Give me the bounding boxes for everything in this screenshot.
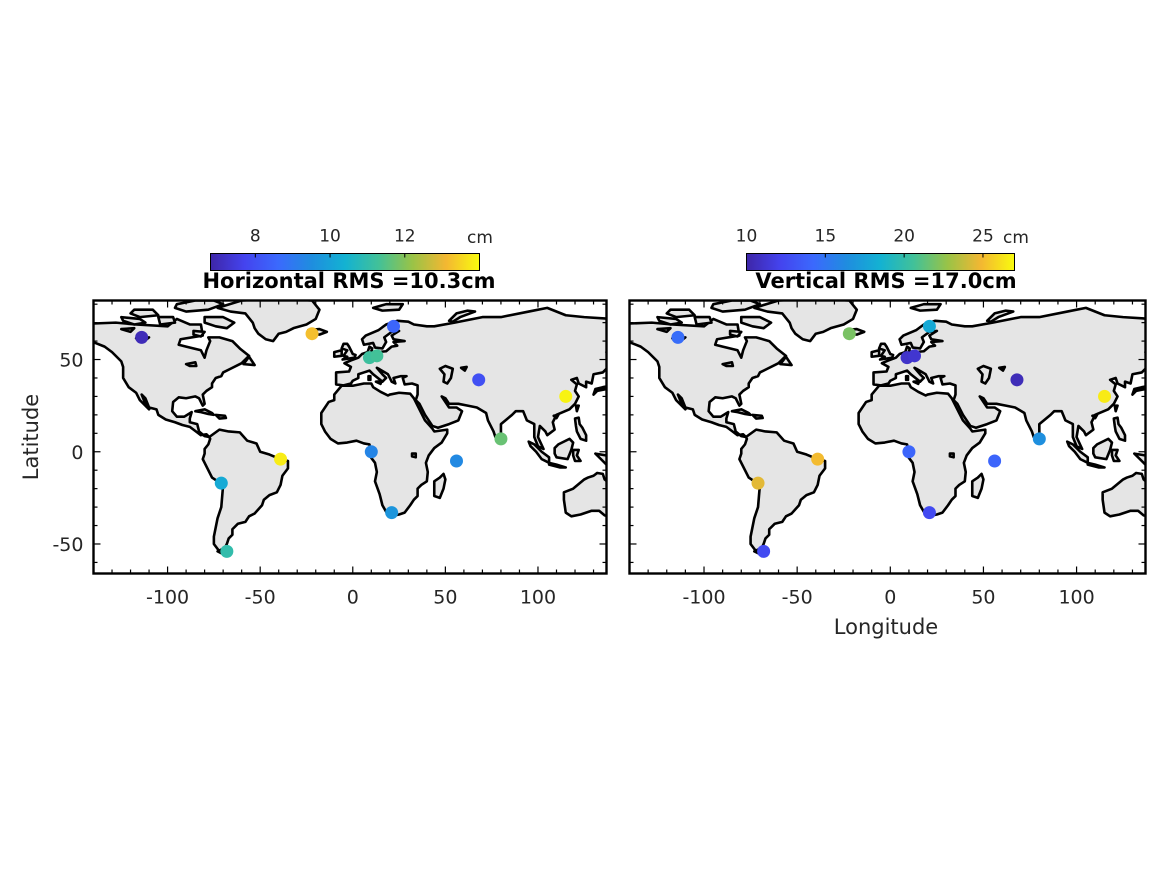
colorbar-tick-label: 15 [815,227,837,247]
right-station-points [671,319,1112,558]
station-point [370,349,384,363]
left-station-points [135,319,573,558]
right-title: Vertical RMS =17.0cm [755,269,1016,293]
station-point [220,544,234,558]
station-point [671,330,685,344]
station-point [1098,389,1112,403]
x-tick-label: 0 [347,587,359,609]
station-point [135,330,149,344]
left-colorbar-unit: cm [467,228,493,248]
left-colorbar [210,253,480,271]
colorbar-tick-label: 25 [972,227,994,247]
x-tick-label: 50 [433,587,457,609]
station-point [559,389,573,403]
x-tick-label: 50 [971,587,995,609]
colorbar-tick-label: 12 [394,227,416,247]
right-axis-ticks: -100 -50 0 50 100 [628,300,1146,609]
right-colorbar-ticks: 10 15 20 25 [736,227,994,258]
station-point [811,452,825,466]
station-point [449,454,463,468]
right-colorbar [746,253,1015,271]
left-title: Horizontal RMS =10.3cm [202,269,495,293]
station-point [494,432,508,446]
x-tick-label: -100 [146,587,189,609]
colorbar-tick-label: 20 [893,227,915,247]
left-map-panel: -100 -50 0 50 100 -50 0 50 Latitude Horizontal … [19,227,608,609]
station-point [385,506,399,520]
station-point [1010,373,1024,387]
colorbar-tick-label: 10 [319,227,341,247]
right-map-area [629,300,1146,556]
station-point [908,349,922,363]
x-tick-label: -50 [245,587,276,609]
left-colorbar-ticks: 8 10 12 [250,227,416,258]
left-ylabel: Latitude [19,394,43,480]
y-tick-label: 50 [59,350,83,372]
station-point [988,454,1002,468]
station-point [387,319,401,333]
colorbar-tick-label: 8 [250,227,261,247]
station-point [751,476,765,490]
right-xlabel: Longitude [834,615,938,639]
x-tick-label: 0 [884,587,896,609]
y-tick-label: 0 [71,442,83,464]
x-tick-label: 100 [520,587,556,609]
right-colorbar-unit: cm [1003,228,1029,248]
station-point [842,327,856,341]
station-point [274,452,288,466]
station-point [305,327,319,341]
left-axis-ticks: -100 -50 0 50 100 -50 0 50 [52,300,607,609]
colorbar-tick-label: 10 [736,227,758,247]
station-point [757,544,771,558]
x-tick-label: 100 [1058,587,1094,609]
x-tick-label: -50 [782,587,813,609]
station-point [364,445,378,459]
y-tick-label: -50 [52,534,83,556]
station-point [922,506,936,520]
station-point [214,476,228,490]
right-map-panel: -100 -50 0 50 100 Longitude Vertical RMS =17… [628,227,1147,639]
station-point [922,319,936,333]
right-map-frame [628,299,1147,575]
station-point [472,373,486,387]
station-point [1032,432,1046,446]
left-map-frame [92,299,608,575]
x-tick-label: -100 [682,587,725,609]
station-point [902,445,916,459]
